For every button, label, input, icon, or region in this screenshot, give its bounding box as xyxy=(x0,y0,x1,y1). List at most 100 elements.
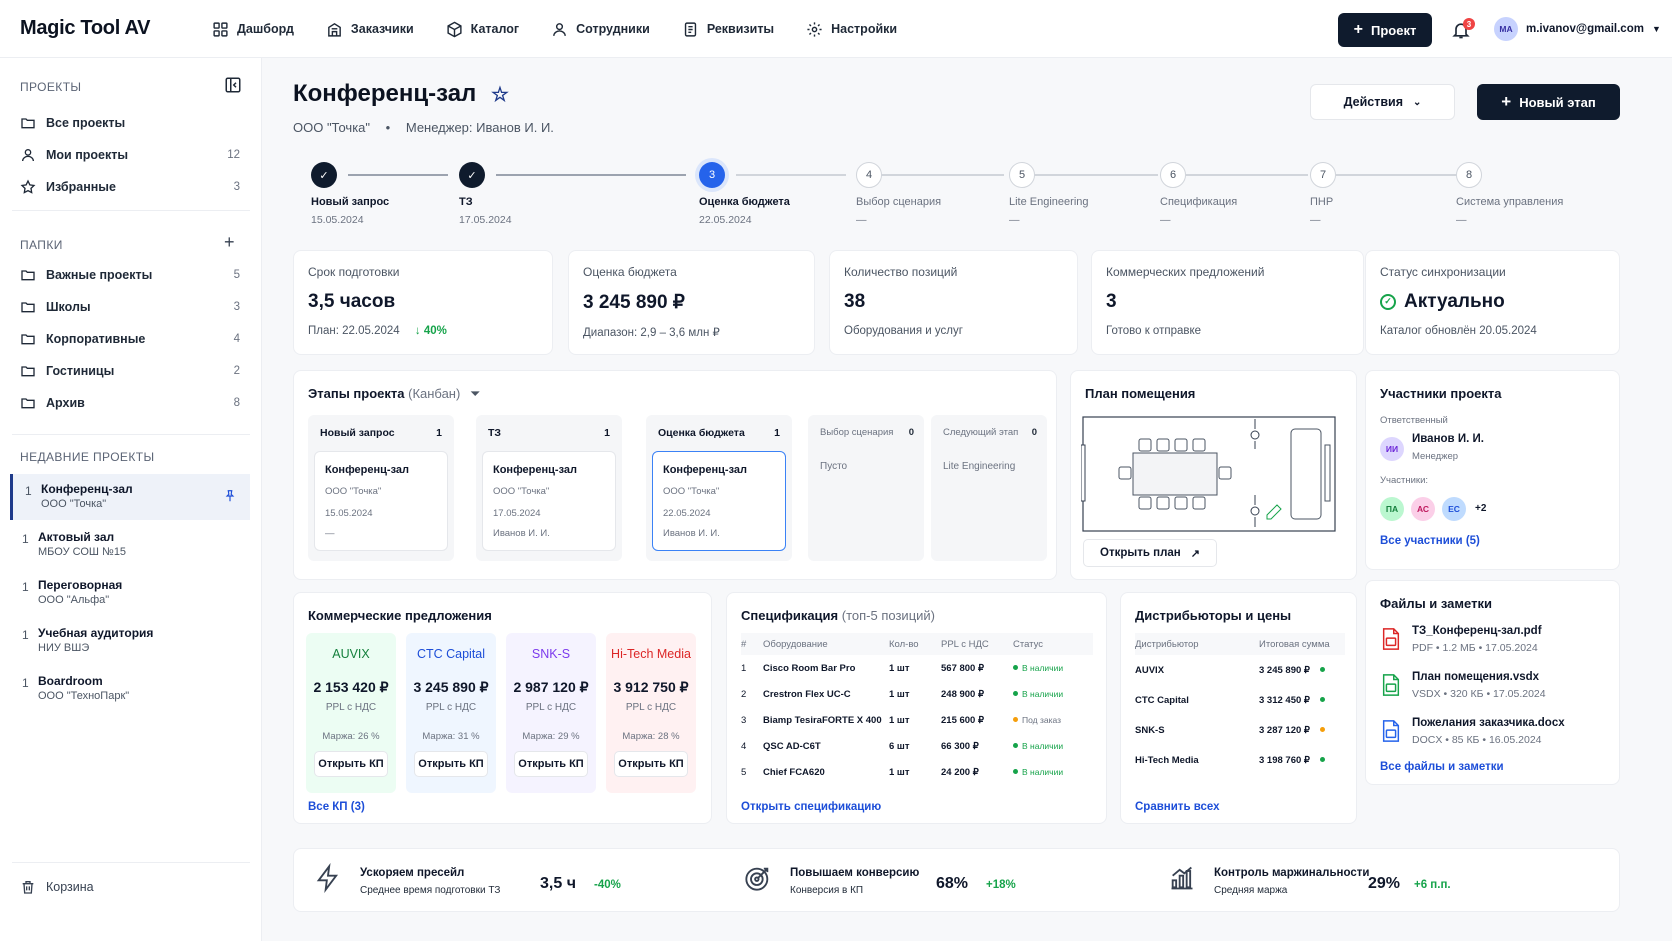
nav-label: Заказчики xyxy=(350,22,414,36)
sidebar-folder-important[interactable]: Важные проекты 5 xyxy=(20,264,240,286)
price: 567 800 ₽ xyxy=(941,662,985,674)
section-title: Файлы и заметки xyxy=(1380,596,1492,611)
table-row[interactable]: 3 Biamp TesiraFORTE X 400 1 шт 215 600 ₽ Под… xyxy=(741,707,1093,733)
recent-project-item[interactable]: 1 Переговорная ООО "Альфа" xyxy=(10,570,250,616)
sidebar-folder-hotels[interactable]: Гостиницы 2 xyxy=(20,360,240,382)
all-members-link[interactable]: Все участники (5) xyxy=(1380,535,1480,547)
nav-dashboard[interactable]: Дашборд xyxy=(212,21,294,38)
sidebar-folder-schools[interactable]: Школы 3 xyxy=(20,296,240,318)
nav-employees[interactable]: Сотрудники xyxy=(551,21,650,38)
recent-project-item[interactable]: 1 Boardroom ООО "ТехноПарк" xyxy=(10,666,250,712)
sidebar-folder-corporate[interactable]: Корпоративные 4 xyxy=(20,328,240,350)
kpi-label: Количество позиций xyxy=(844,265,958,279)
step-item[interactable]: ✓ ТЗ 17.05.2024 xyxy=(459,162,512,226)
column-header: Дистрибьютор xyxy=(1135,633,1259,655)
floor-plan-drawing[interactable] xyxy=(1081,415,1337,533)
step-item[interactable]: 4 Выбор сценария — xyxy=(856,162,941,226)
metric-delta: +6 п.п. xyxy=(1414,879,1451,891)
table-row[interactable]: 4 QSC AD-C6T 6 шт 66 300 ₽ В наличии xyxy=(741,733,1093,759)
add-folder-icon[interactable]: + xyxy=(224,232,235,252)
step-item[interactable]: 7 ПНР — xyxy=(1310,162,1336,226)
table-row[interactable]: CTC Capital 3 312 450 ₽ xyxy=(1135,685,1345,715)
step-connector xyxy=(880,174,1004,176)
check-circle-icon: ✓ xyxy=(1380,293,1396,310)
card-date: 15.05.2024 xyxy=(325,508,373,519)
more-members-count[interactable]: +2 xyxy=(1475,503,1487,514)
file-meta: DOCX • 85 КБ • 16.05.2024 xyxy=(1412,734,1542,746)
column-empty: Lite Engineering xyxy=(943,461,1016,472)
step-item[interactable]: 3 Оценка бюджета 22.05.2024 xyxy=(699,162,790,226)
step-item[interactable]: 8 Система управления — xyxy=(1456,162,1563,226)
file-item[interactable]: ТЗ_Конференц-зал.pdf PDF • 1.2 МБ • 17.05… xyxy=(1380,625,1600,661)
all-files-link[interactable]: Все файлы и заметки xyxy=(1380,761,1504,773)
nav-customers[interactable]: Заказчики xyxy=(326,21,414,38)
step-number: 6 xyxy=(1160,162,1186,188)
kpi-foot: Диапазон: 2,9 – 3,6 млн ₽ xyxy=(583,327,720,339)
table-row[interactable]: 5 Chief FCA620 1 шт 24 200 ₽ В наличии xyxy=(741,759,1093,785)
avatar[interactable]: ПА xyxy=(1380,497,1404,521)
recent-project-item[interactable]: 1 Актовый зал МБОУ СОШ №15 xyxy=(10,522,250,568)
divider xyxy=(12,434,250,435)
avatar[interactable]: АС xyxy=(1411,497,1435,521)
user-menu[interactable]: MA m.ivanov@gmail.com ▼ xyxy=(1494,17,1661,41)
kanban-card[interactable]: Конференц-зал ООО "Точка" 17.05.2024 Ива… xyxy=(482,451,616,551)
sidebar-item-favorites[interactable]: Избранные 3 xyxy=(20,176,240,198)
open-offer-button[interactable]: Открыть КП xyxy=(614,751,688,777)
file-name: План помещения.vsdx xyxy=(1412,671,1540,683)
recent-project-item[interactable]: 1 Учебная аудитория НИУ ВШЭ xyxy=(10,618,250,664)
file-item[interactable]: План помещения.vsdx VSDX • 320 КБ • 17.05… xyxy=(1380,671,1600,707)
collapse-sidebar-icon[interactable] xyxy=(224,76,242,94)
sidebar-item-all-projects[interactable]: Все проекты xyxy=(20,112,240,134)
step-item[interactable]: 6 Спецификация — xyxy=(1160,162,1237,226)
new-project-button[interactable]: + Проект xyxy=(1338,13,1432,47)
open-offer-button[interactable]: Открыть КП xyxy=(414,751,488,777)
open-plan-button[interactable]: Открыть план ↗ xyxy=(1083,539,1217,567)
sidebar-item-label: Избранные xyxy=(46,180,116,194)
recent-project-item[interactable]: 1 Конференц-зал ООО "Точка" xyxy=(10,474,250,520)
open-spec-link[interactable]: Открыть спецификацию xyxy=(741,801,882,813)
kanban-card[interactable]: Конференц-зал ООО "Точка" 22.05.2024 Ива… xyxy=(652,451,786,551)
pin-icon[interactable] xyxy=(223,489,237,503)
status-dot xyxy=(1013,665,1018,671)
table-row[interactable]: 2 Crestron Flex UC-C 1 шт 248 900 ₽ В наличи… xyxy=(741,681,1093,707)
new-stage-button[interactable]: + Новый этап xyxy=(1477,84,1620,120)
open-offer-button[interactable]: Открыть КП xyxy=(514,751,588,777)
nav-settings[interactable]: Настройки xyxy=(806,21,897,38)
kanban-card[interactable]: Конференц-зал ООО "Точка" 15.05.2024 — xyxy=(314,451,448,551)
step-item[interactable]: ✓ Новый запрос 15.05.2024 xyxy=(311,162,389,226)
item-count: 3 xyxy=(233,301,240,313)
status-text: В наличии xyxy=(1022,662,1064,673)
table-row[interactable]: 1 Cisco Room Bar Pro 1 шт 567 800 ₽ В наличи… xyxy=(741,655,1093,681)
nav-label: Настройки xyxy=(831,22,898,36)
quantity: 1 шт xyxy=(889,714,910,726)
file-item[interactable]: Пожелания заказчика.docx DOCX • 85 КБ • 1… xyxy=(1380,717,1600,753)
distributor-name: CTC Capital xyxy=(1135,694,1189,706)
filter-icon[interactable]: ⏷ xyxy=(469,386,481,401)
sidebar-folder-archive[interactable]: Архив 8 xyxy=(20,392,240,414)
table-row[interactable]: AUVIX 3 245 890 ₽ xyxy=(1135,655,1345,685)
kpi-card: Оценка бюджета 3 245 890 ₽ Диапазон: 2,9… xyxy=(568,250,815,355)
sum-value: 3 245 890 ₽ xyxy=(1259,664,1310,676)
sidebar-item-my-projects[interactable]: Мои проекты 12 xyxy=(20,144,240,166)
compare-all-link[interactable]: Сравнить всех xyxy=(1135,801,1220,813)
responsible-role: Менеджер xyxy=(1412,451,1459,462)
app-logo[interactable]: Magic Tool AV xyxy=(20,17,151,39)
table-row[interactable]: SNK-S 3 287 120 ₽ xyxy=(1135,715,1345,745)
avatar[interactable]: ЕС xyxy=(1442,497,1466,521)
sidebar-item-trash[interactable]: Корзина xyxy=(20,876,240,898)
kpi-card: Статус синхронизации ✓ Актуально Каталог … xyxy=(1365,250,1620,355)
star-icon[interactable]: ☆ xyxy=(490,84,509,106)
spec-title-muted: (топ-5 позиций) xyxy=(841,608,935,623)
nav-requisites[interactable]: Реквизиты xyxy=(682,21,774,38)
table-row[interactable]: Hi-Tech Media 3 198 760 ₽ xyxy=(1135,745,1345,775)
step-connector xyxy=(1186,174,1308,176)
kpi-foot: Готово к отправке xyxy=(1106,325,1202,337)
star-icon xyxy=(20,179,36,194)
open-offer-button[interactable]: Открыть КП xyxy=(314,751,388,777)
step-item[interactable]: 5 Lite Engineering — xyxy=(1009,162,1089,226)
status-dot xyxy=(1013,769,1018,775)
actions-dropdown[interactable]: Действия ⌄ xyxy=(1310,84,1455,120)
separator-dot: • xyxy=(385,120,391,135)
nav-catalog[interactable]: Каталог xyxy=(446,21,519,38)
all-offers-link[interactable]: Все КП (3) xyxy=(308,801,365,813)
